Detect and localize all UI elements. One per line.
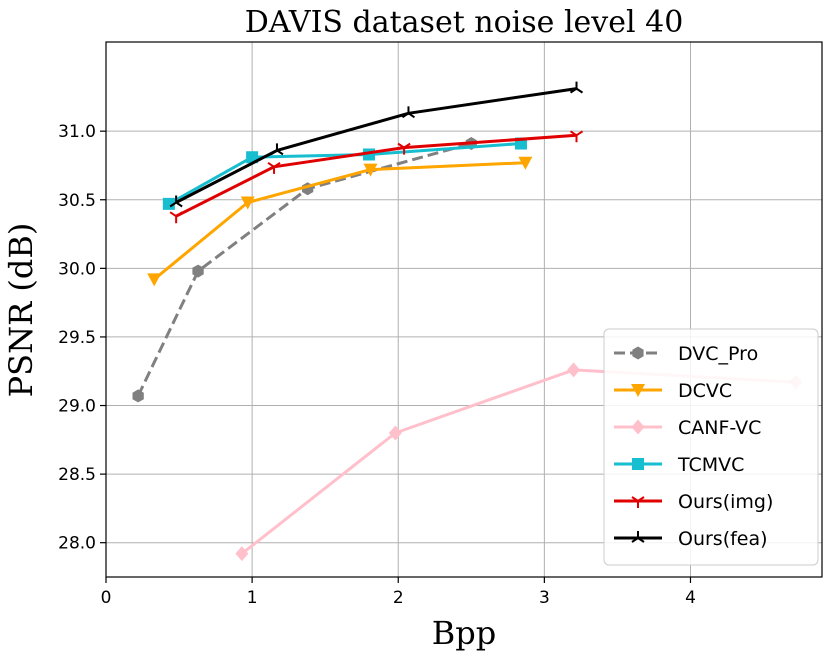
legend-label: CANF-VC: [678, 417, 761, 439]
legend-entry: Ours(img): [614, 491, 773, 513]
data-point: [397, 142, 411, 155]
data-point: [132, 389, 144, 403]
legend-label: DCVC: [678, 380, 732, 402]
legend-entry: CANF-VC: [614, 417, 761, 439]
data-point: [401, 106, 416, 119]
series-dcvc: [147, 156, 533, 287]
y-tick-label: 28.5: [58, 465, 96, 485]
y-tick-label: 29.5: [58, 328, 96, 348]
x-tick-label: 3: [539, 588, 550, 608]
y-tick-label: 30.0: [58, 259, 96, 279]
series-line: [175, 87, 577, 204]
data-point: [169, 211, 183, 224]
data-point: [518, 156, 533, 170]
axis-ticks: 0 1 2 3 4 28.0 28.5 29.0 29.5 30.0 30.5 31.0: [58, 122, 696, 608]
data-point: [567, 362, 581, 378]
data-point: [569, 81, 584, 94]
x-tick-label: 2: [393, 588, 404, 608]
legend-label: TCMVC: [677, 454, 744, 476]
legend-entry: Ours(fea): [614, 528, 768, 550]
data-point: [270, 143, 284, 156]
x-axis-label: Bpp: [432, 614, 496, 652]
data-point: [363, 163, 378, 177]
legend-entry: TCMVC: [614, 454, 744, 476]
chart-title: DAVIS dataset noise level 40: [245, 5, 684, 40]
legend-marker: [632, 458, 644, 470]
y-axis-label: PSNR (dB): [2, 223, 40, 398]
legend-marker: [631, 531, 645, 543]
plot-series: [132, 81, 803, 562]
series-dvc-pro: [132, 137, 477, 403]
series-line: [153, 161, 526, 281]
legend-marker: [631, 496, 645, 508]
data-point: [569, 130, 584, 143]
data-point: [267, 162, 281, 174]
data-point: [235, 546, 249, 562]
series-line: [175, 133, 577, 218]
y-tick-label: 28.0: [58, 534, 96, 554]
series-ours-fea: [169, 81, 584, 208]
y-tick-label: 29.0: [58, 397, 96, 417]
x-tick-label: 1: [247, 588, 258, 608]
legend: DVC_Pro DCVC CANF-VC TCMVC Ours(img) Ours(fea…: [603, 328, 819, 566]
series-tcmvc: [162, 137, 527, 210]
data-point: [192, 264, 204, 278]
plot-area-frame: [105, 41, 823, 578]
legend-marker: [631, 384, 645, 397]
series-line: [168, 142, 522, 206]
y-tick-label: 31.0: [58, 122, 96, 142]
data-point: [246, 151, 259, 164]
legend-marker: [631, 419, 645, 435]
grid: [105, 42, 822, 577]
series-line: [136, 142, 472, 397]
data-point: [240, 196, 255, 210]
x-tick-label: 0: [101, 588, 112, 608]
legend-entry: DCVC: [614, 380, 732, 402]
legend-label: DVC_Pro: [678, 343, 758, 365]
data-point: [162, 197, 175, 210]
legend-box: [603, 328, 819, 566]
y-tick-label: 30.5: [58, 191, 96, 211]
data-point: [169, 195, 183, 208]
legend-label: Ours(img): [678, 491, 773, 513]
data-point: [147, 273, 162, 287]
x-tick-label: 4: [685, 588, 696, 608]
data-point: [388, 425, 402, 441]
legend-label: Ours(fea): [678, 528, 768, 550]
legend-entry: DVC_Pro: [614, 343, 758, 365]
legend-marker: [632, 346, 644, 360]
series-ours-img: [169, 130, 584, 224]
